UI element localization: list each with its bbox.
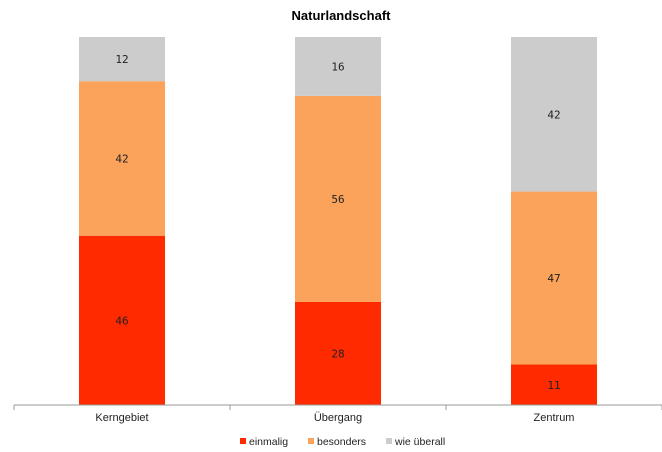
data-label-zentrum-besonders: 47: [547, 272, 560, 285]
legend-swatch-wie-uberall: [386, 438, 392, 444]
x-tick-label-kerngebiet: Kerngebiet: [95, 412, 148, 424]
legend: einmalig besonders wie überall: [240, 436, 445, 448]
bar-kerngebiet-wie-uberall: [79, 37, 165, 82]
legend-label-wie-uberall: wie überall: [394, 436, 445, 448]
data-label-ubergang-besonders: 56: [331, 193, 344, 206]
data-label-kerngebiet-besonders: 42: [115, 152, 128, 165]
chart-title: Naturlandschaft: [292, 8, 392, 23]
x-tick-label-zentrum: Zentrum: [534, 412, 575, 424]
x-axis: Kerngebiet Übergang Zentrum: [13, 404, 662, 424]
x-tick-label-ubergang: Übergang: [314, 412, 362, 424]
bar-ubergang-besonders: [295, 95, 381, 302]
bar-kerngebiet-besonders: [79, 81, 165, 236]
bar-zentrum-einmalig: [511, 364, 597, 405]
bar-kerngebiet-einmalig: [79, 235, 165, 405]
bar-ubergang-einmalig: [295, 301, 381, 405]
data-label-zentrum-wie-uberall: 42: [547, 108, 560, 121]
legend-label-einmalig: einmalig: [249, 436, 288, 448]
legend-label-besonders: besonders: [317, 436, 366, 448]
bars-layer: 46 42 12 28 56 16 11 47 42: [79, 37, 597, 405]
bar-zentrum-besonders: [511, 191, 597, 365]
bar-ubergang-wie-uberall: [295, 37, 381, 96]
data-label-kerngebiet-einmalig: 46: [115, 314, 128, 327]
data-label-zentrum-einmalig: 11: [547, 379, 560, 392]
data-label-ubergang-wie-uberall: 16: [331, 60, 344, 73]
data-label-kerngebiet-wie-uberall: 12: [115, 53, 128, 66]
bar-zentrum-wie-uberall: [511, 37, 597, 192]
data-label-ubergang-einmalig: 28: [331, 347, 344, 360]
legend-swatch-einmalig: [240, 438, 246, 444]
legend-swatch-besonders: [308, 438, 314, 444]
